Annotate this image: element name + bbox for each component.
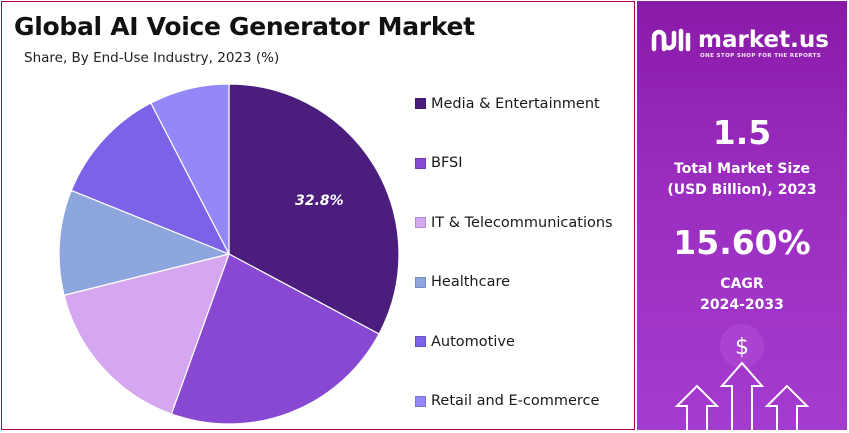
dollar-sign-icon: $ <box>735 335 749 360</box>
legend-item: Media & Entertainment <box>415 74 635 134</box>
cagr-label: CAGR <box>720 276 764 292</box>
legend-label: BFSI <box>431 155 463 172</box>
legend-label: IT & Telecommunications <box>431 214 613 231</box>
cagr-value: 15.60% <box>673 223 811 262</box>
legend-item: Retail and E-commerce <box>415 372 635 432</box>
legend-swatch <box>415 276 426 288</box>
market-size-value: 1.5 <box>712 113 772 152</box>
brand-name: market.us <box>698 26 829 53</box>
legend-swatch <box>415 336 426 348</box>
legend-label: Media & Entertainment <box>431 95 600 112</box>
chart-legend: Media & Entertainment BFSI IT & Telecommun… <box>415 74 635 431</box>
legend-item: BFSI <box>415 134 635 194</box>
pie-slice-3 <box>63 253 230 415</box>
pie-slice-4 <box>58 189 231 296</box>
chart-title: Global AI Voice Generator Market <box>14 12 475 41</box>
chart-subtitle: Share, By End-Use Industry, 2023 (%) <box>24 50 280 66</box>
legend-item: Healthcare <box>415 253 635 313</box>
legend-swatch <box>415 157 426 169</box>
legend-swatch <box>415 217 426 229</box>
growth-arrows-icon: $ <box>674 324 810 430</box>
market-size-label-line-1: Total Market Size <box>674 161 810 177</box>
legend-swatch <box>415 395 426 407</box>
cagr-period: 2024-2033 <box>700 297 784 313</box>
legend-swatch <box>415 98 426 110</box>
info-sidebar: market.us ONE STOP SHOP FOR THE REPORTS … <box>637 1 847 430</box>
legend-label: Automotive <box>431 333 515 350</box>
legend-label: Healthcare <box>431 274 511 291</box>
pie-slice-1 <box>228 83 400 335</box>
market-us-logo-icon <box>651 28 691 52</box>
brand-tagline: ONE STOP SHOP FOR THE REPORTS <box>700 53 822 59</box>
legend-item: Automotive <box>415 312 635 372</box>
chart-panel: Global AI Voice Generator Market Share, … <box>1 1 635 430</box>
pie-slice-2 <box>170 253 380 425</box>
brand-logo: market.us <box>650 27 829 53</box>
legend-item: IT & Telecommunications <box>415 193 635 253</box>
pie-slice-1-label: 32.8% <box>295 193 344 209</box>
pie-slice-6 <box>150 83 230 255</box>
market-size-label-line-2: (USD Billion), 2023 <box>667 182 817 198</box>
legend-label: Retail and E-commerce <box>431 393 600 410</box>
pie-chart: 32.8% <box>58 83 400 425</box>
pie-slice-5 <box>70 102 231 256</box>
